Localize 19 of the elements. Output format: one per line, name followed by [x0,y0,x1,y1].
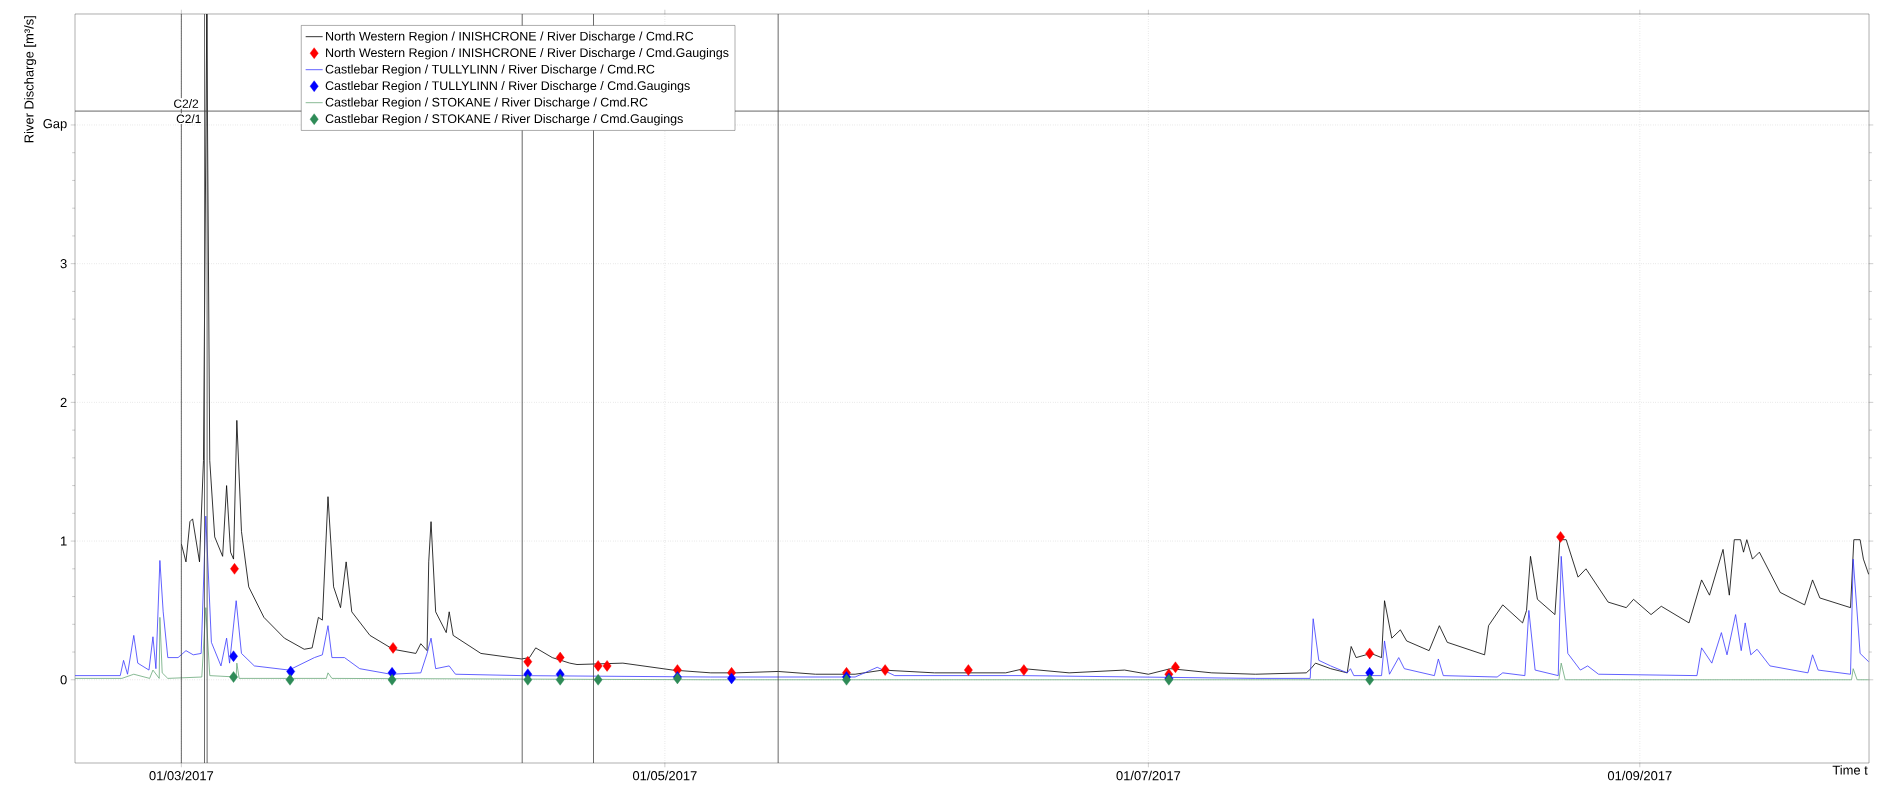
x-tick-label: 01/07/2017 [1116,770,1181,781]
y-axis-title: River Discharge [m³/s] [24,16,37,143]
legend-label: Castlebar Region / TULLYLINN / River Discharge / Cmd.Gaugings [325,80,690,93]
legend-label: Castlebar Region / STOKANE / River Discharge / Cmd.RC [325,97,648,110]
y-tick-label: Gap [43,119,67,131]
y-tick-label: 2 [60,397,67,407]
x-tick-label: 01/09/2017 [1607,770,1672,781]
legend-label: North Western Region / INISHCRONE / River Discharge / Cmd.Gaugings [326,47,729,60]
x-axis-title: Time t [1832,765,1868,775]
x-tick-label: 01/05/2017 [632,770,697,781]
x-tick-label: 01/03/2017 [149,770,214,781]
legend-label: North Western Region / INISHCRONE / River Discharge / Cmd.RC [326,31,694,44]
ref-line-label: C2/1 [176,114,201,124]
y-tick-label: 1 [61,536,67,546]
legend-label: Castlebar Region / TULLYLINN / River Discharge / Cmd.RC [325,64,655,77]
ref-line-label: C2/2 [174,99,199,108]
y-tick-label: 3 [60,259,67,269]
legend-label: Castlebar Region / STOKANE / River Discharge / Cmd.Gaugings [325,113,683,126]
y-tick-label: 0 [60,675,67,685]
